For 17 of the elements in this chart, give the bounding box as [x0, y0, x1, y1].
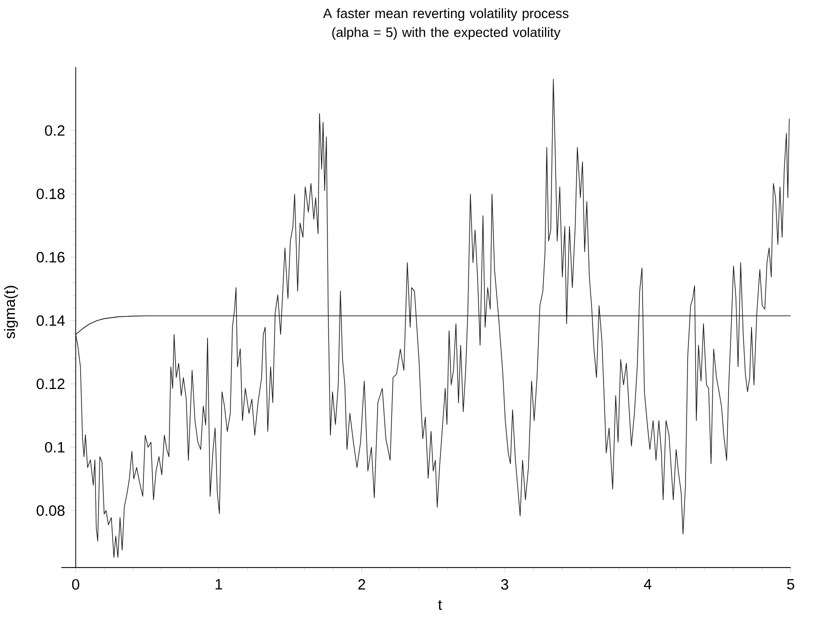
y-tick-label: 0.08 [36, 505, 65, 516]
y-tick-label: 0.18 [36, 188, 65, 200]
y-tick-label: 0.2 [44, 125, 64, 136]
x-tick-label: 3 [501, 579, 508, 590]
y-tick-label: 0.12 [36, 378, 64, 390]
x-tick-label: 0 [72, 579, 80, 590]
y-tick-label: 0.16 [36, 252, 65, 262]
y-tick-label: 0.1 [44, 442, 64, 453]
chart-title: A faster mean reverting volatility process (alpha = 5) with the expected volatility [323, 8, 568, 40]
x-axis-title: t [438, 600, 442, 610]
x-tick-label: 2 [358, 579, 366, 590]
x-tick-label: 4 [644, 579, 652, 590]
line-series [75, 78, 790, 558]
x-tick-label: 5 [787, 579, 794, 590]
y-axis-title: sigma(t) [4, 286, 18, 339]
x-tick-label: 1 [216, 579, 222, 590]
y-tick-label: 0.14 [36, 315, 65, 326]
